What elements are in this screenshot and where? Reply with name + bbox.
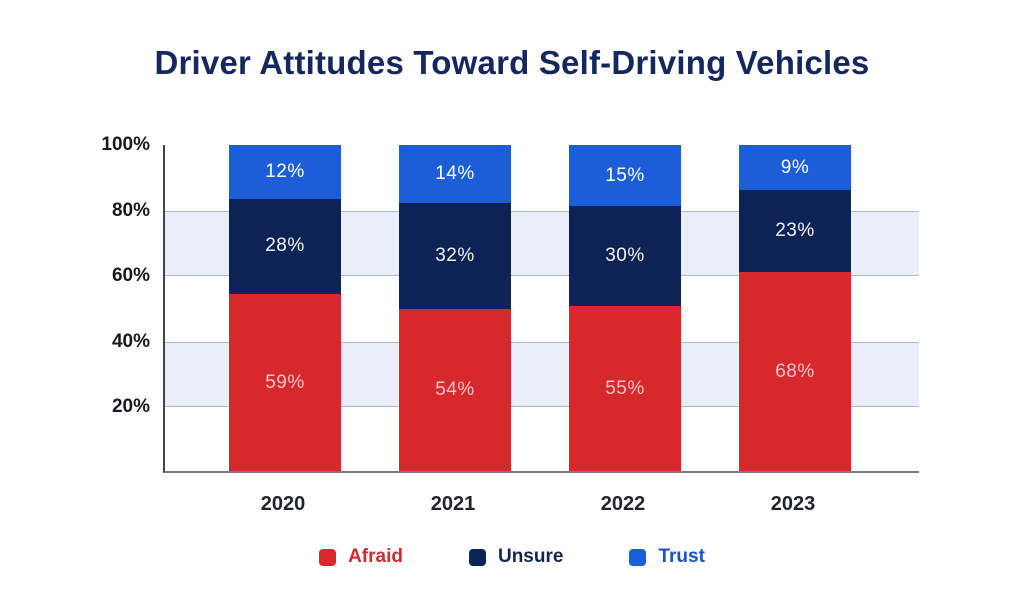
legend-label: Afraid bbox=[348, 546, 403, 567]
y-axis-tick-label: 60% bbox=[111, 265, 150, 287]
bar-segment-unsure: 23% bbox=[739, 190, 851, 273]
data-label: 32% bbox=[435, 245, 475, 266]
data-label: 55% bbox=[605, 377, 645, 399]
data-label: 12% bbox=[265, 160, 305, 182]
data-label: 14% bbox=[435, 163, 475, 185]
legend-swatch-icon bbox=[319, 548, 337, 566]
legend: Afraid Unsure Trust bbox=[0, 546, 1024, 568]
legend-label: Trust bbox=[658, 546, 705, 567]
data-label: 68% bbox=[775, 360, 815, 382]
bar-segment-unsure: 28% bbox=[229, 198, 341, 295]
bar-segment-unsure: 30% bbox=[569, 206, 681, 306]
legend-swatch-icon bbox=[629, 548, 647, 566]
x-axis-tick-label: 2023 bbox=[770, 493, 816, 515]
legend-item-trust: Trust bbox=[629, 546, 705, 568]
chart-title: Driver Attitudes Toward Self-Driving Veh… bbox=[154, 44, 870, 81]
x-axis-tick-label: 2020 bbox=[260, 493, 306, 515]
data-label: 54% bbox=[435, 378, 475, 400]
data-label: 59% bbox=[265, 371, 305, 393]
legend-swatch-icon bbox=[468, 548, 486, 566]
bar-segment-unsure: 32% bbox=[399, 203, 511, 309]
y-axis-tick-label: 20% bbox=[111, 396, 150, 418]
bar-segment-afraid: 68% bbox=[739, 272, 851, 471]
stacked-bar-2021: 14% 32% 54% bbox=[399, 145, 511, 472]
legend-item-afraid: Afraid bbox=[319, 546, 403, 568]
bar-segment-trust: 9% bbox=[739, 145, 851, 191]
stacked-bar-2020: 12% 28% 59% bbox=[229, 145, 341, 471]
legend-label: Unsure bbox=[497, 546, 564, 567]
data-label: 15% bbox=[605, 164, 645, 186]
bar-segment-trust: 12% bbox=[229, 145, 341, 199]
stacked-bar-2023: 9% 23% 68% bbox=[739, 145, 851, 471]
data-label: 23% bbox=[775, 220, 815, 242]
y-axis-tick-label: 80% bbox=[111, 199, 150, 221]
bar-segment-afraid: 59% bbox=[229, 294, 341, 471]
data-label: 9% bbox=[780, 156, 810, 178]
x-axis-tick-label: 2021 bbox=[430, 493, 476, 515]
plot-area: 12% 28% 59% 14% 32% 54% 15% 30% 55% 9% 23% 68% bbox=[163, 145, 919, 473]
bar-segment-trust: 14% bbox=[399, 145, 511, 204]
x-axis-tick-label: 2022 bbox=[600, 493, 646, 515]
legend-item-unsure: Unsure bbox=[468, 546, 564, 568]
y-axis-tick-label: 40% bbox=[111, 330, 150, 352]
bar-segment-afraid: 54% bbox=[399, 308, 511, 472]
data-label: 30% bbox=[605, 245, 645, 266]
stacked-bar-2022: 15% 30% 55% bbox=[569, 145, 681, 471]
data-label: 28% bbox=[265, 235, 305, 257]
bar-segment-afraid: 55% bbox=[569, 306, 681, 471]
bar-segment-trust: 15% bbox=[569, 145, 681, 206]
y-axis-tick-label: 100% bbox=[101, 134, 150, 155]
